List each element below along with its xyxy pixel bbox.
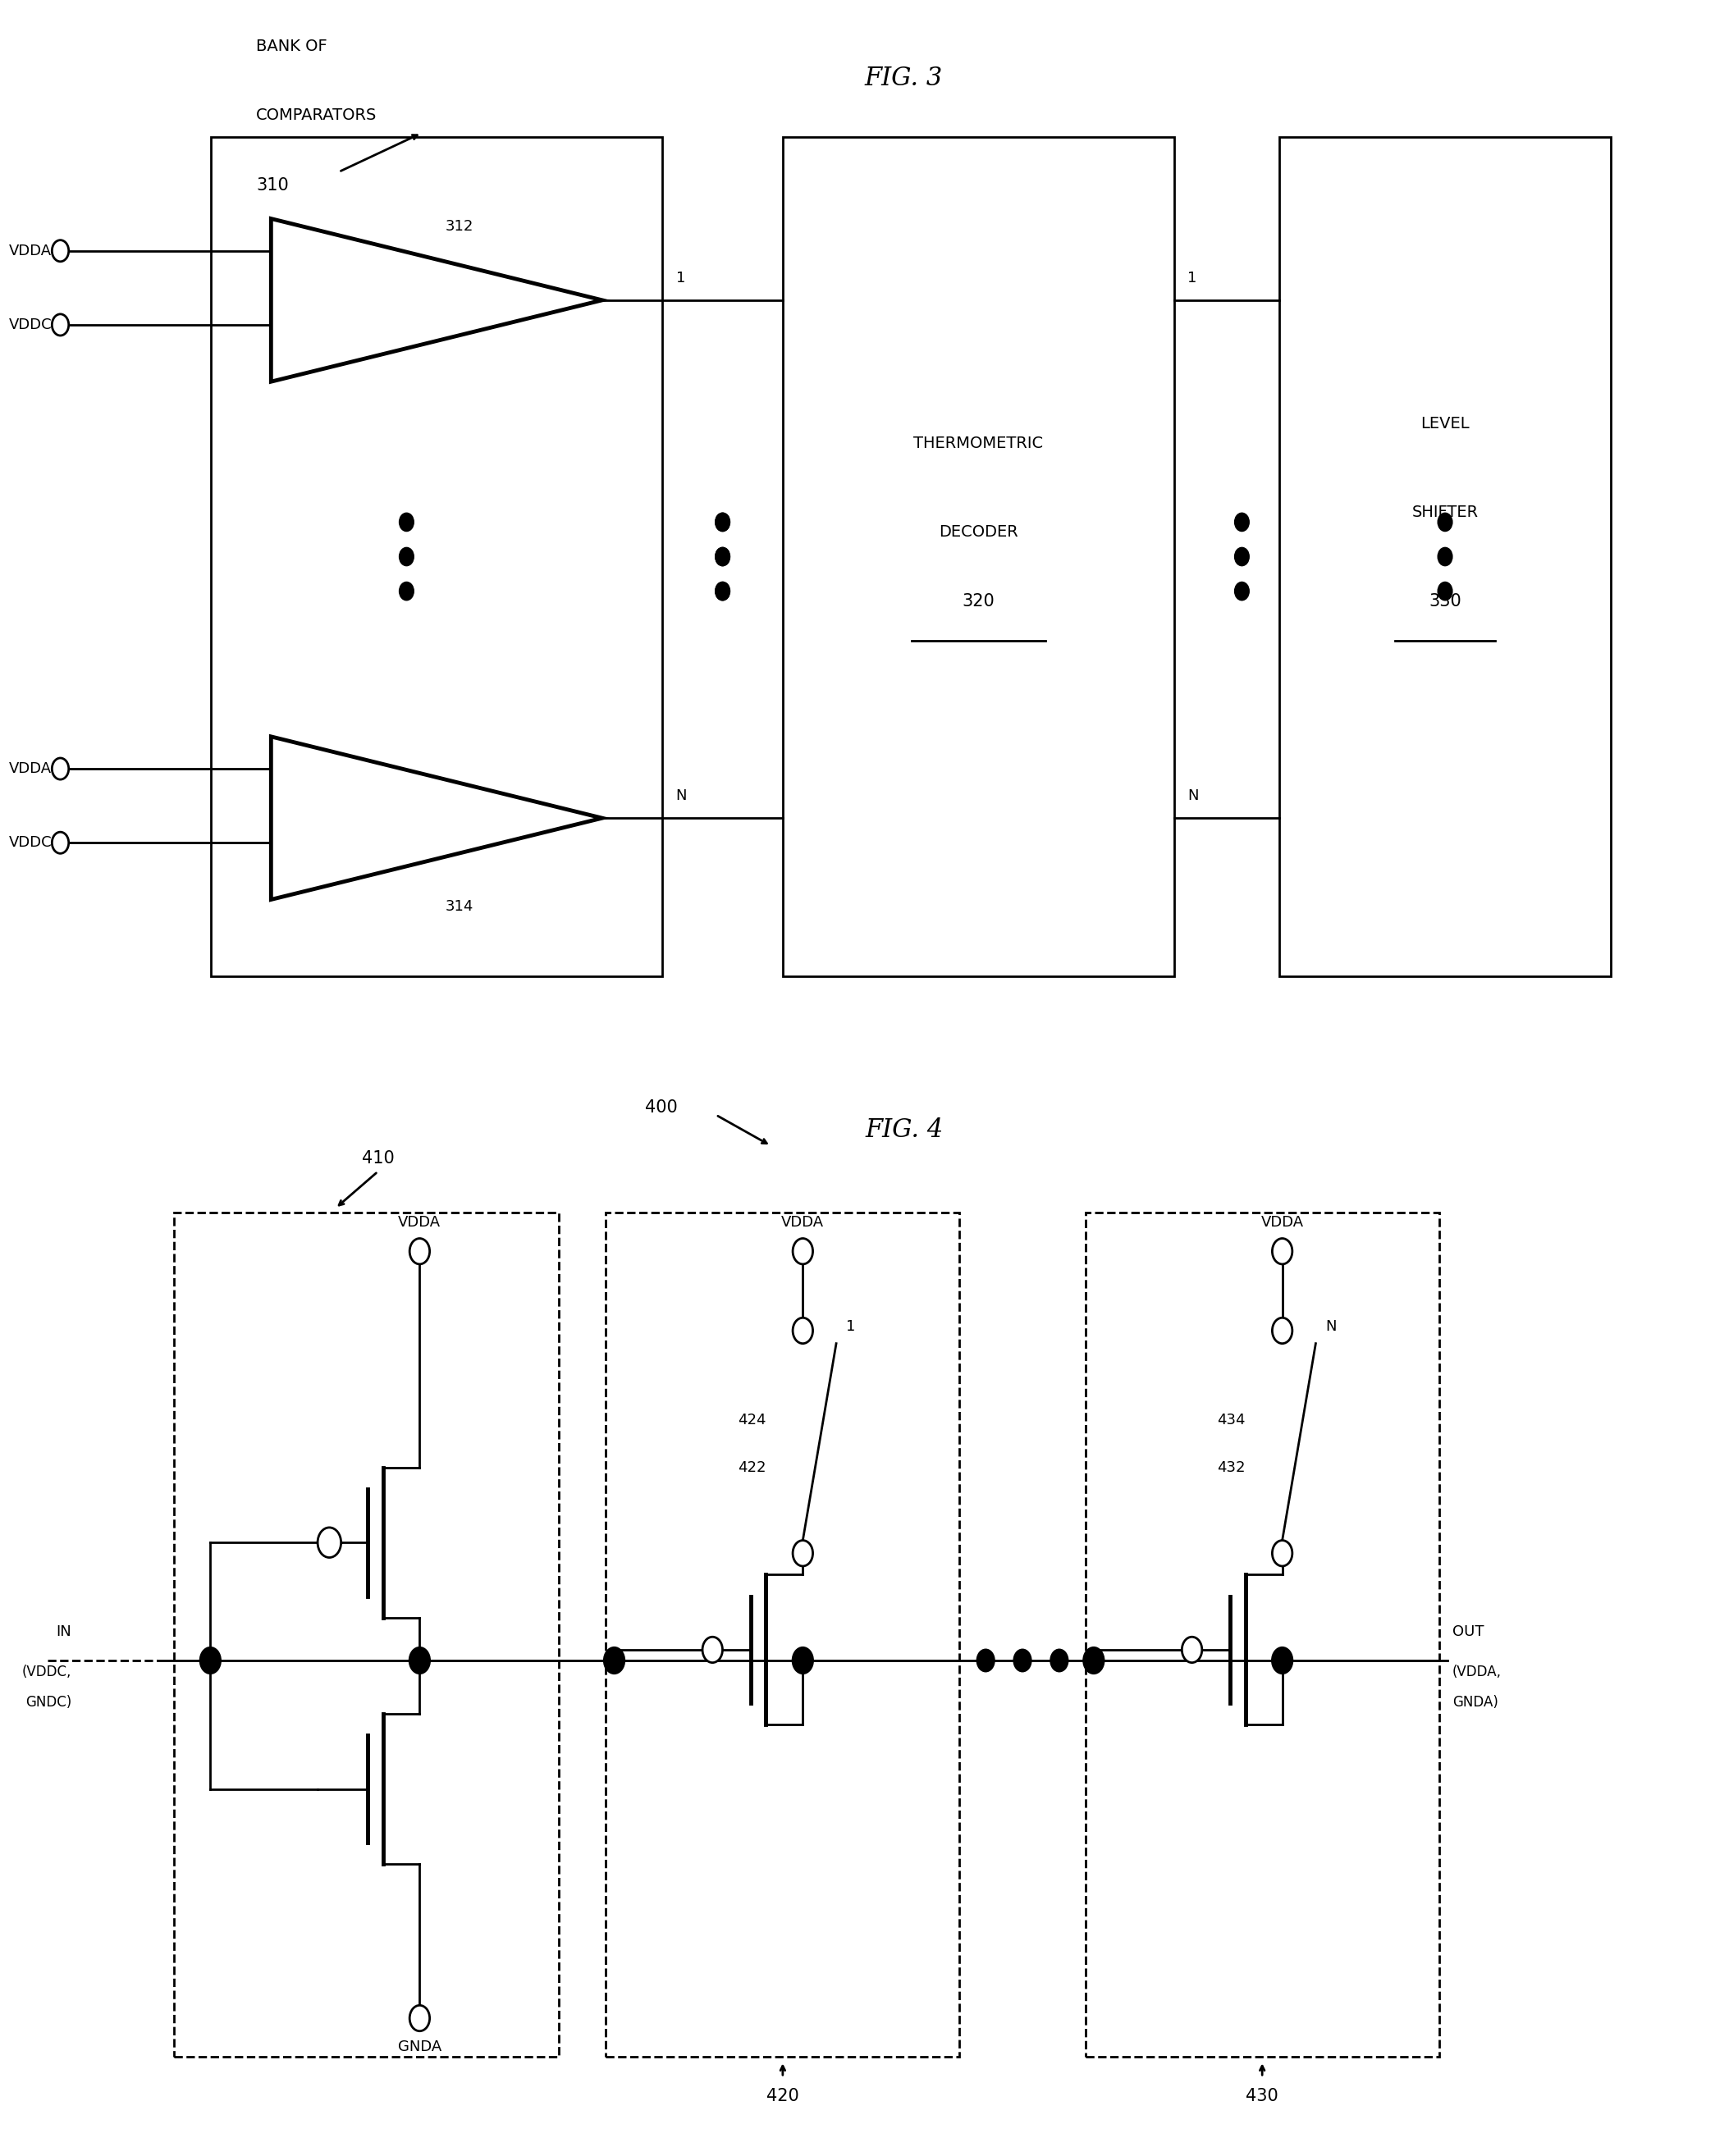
- Circle shape: [792, 1317, 813, 1343]
- Text: IN: IN: [57, 1623, 72, 1639]
- Text: 410: 410: [362, 1149, 394, 1166]
- Text: BANK OF: BANK OF: [256, 39, 328, 54]
- Text: 434: 434: [1218, 1412, 1245, 1427]
- Circle shape: [51, 239, 69, 261]
- Text: VDDC: VDDC: [9, 834, 51, 849]
- Bar: [211, 138, 662, 977]
- Circle shape: [400, 513, 413, 530]
- Text: N: N: [676, 789, 686, 802]
- Text: (VDDC,: (VDDC,: [22, 1664, 72, 1680]
- Circle shape: [715, 513, 729, 530]
- Text: 1: 1: [676, 270, 684, 285]
- Bar: [782, 138, 1175, 977]
- Circle shape: [1014, 1649, 1031, 1671]
- Text: GNDA): GNDA): [1453, 1695, 1499, 1710]
- Text: THERMOMETRIC: THERMOMETRIC: [914, 436, 1043, 451]
- Text: 430: 430: [1245, 2087, 1278, 2104]
- Text: DECODER: DECODER: [938, 524, 1019, 539]
- Text: 420: 420: [767, 2087, 799, 2104]
- Bar: [1279, 138, 1610, 977]
- Text: SHIFTER: SHIFTER: [1411, 505, 1478, 520]
- Text: 312: 312: [446, 218, 473, 233]
- Text: FIG. 4: FIG. 4: [866, 1117, 943, 1143]
- Circle shape: [1439, 548, 1453, 565]
- Circle shape: [1235, 513, 1249, 530]
- Circle shape: [410, 1647, 430, 1673]
- Circle shape: [400, 582, 413, 599]
- Text: 424: 424: [737, 1412, 767, 1427]
- Text: N: N: [1326, 1319, 1336, 1335]
- Circle shape: [410, 2005, 430, 2031]
- Text: OUT: OUT: [1453, 1623, 1483, 1639]
- Text: VDDC: VDDC: [9, 317, 51, 332]
- Circle shape: [51, 832, 69, 854]
- Circle shape: [1051, 1649, 1068, 1671]
- Text: 400: 400: [645, 1100, 677, 1117]
- Text: 310: 310: [256, 177, 288, 194]
- Circle shape: [1235, 548, 1249, 565]
- Circle shape: [604, 1647, 624, 1673]
- Text: 1: 1: [1187, 270, 1197, 285]
- Circle shape: [792, 1539, 813, 1565]
- Text: GNDA: GNDA: [398, 2040, 441, 2055]
- Text: 330: 330: [1429, 593, 1461, 610]
- Circle shape: [792, 1647, 813, 1673]
- Circle shape: [1273, 1238, 1293, 1263]
- Circle shape: [51, 315, 69, 336]
- Bar: [173, 1212, 559, 2057]
- Circle shape: [715, 582, 729, 599]
- Text: VDDA: VDDA: [1261, 1216, 1303, 1229]
- Circle shape: [1235, 582, 1249, 599]
- Circle shape: [715, 548, 729, 565]
- Bar: [605, 1212, 960, 2057]
- Circle shape: [703, 1636, 722, 1662]
- Circle shape: [1273, 1539, 1293, 1565]
- Circle shape: [978, 1649, 995, 1671]
- Circle shape: [317, 1526, 341, 1557]
- Text: FIG. 3: FIG. 3: [864, 65, 942, 91]
- Text: 432: 432: [1218, 1460, 1245, 1475]
- Text: VDDA: VDDA: [9, 761, 51, 776]
- Text: 1: 1: [845, 1319, 856, 1335]
- Text: COMPARATORS: COMPARATORS: [256, 108, 377, 123]
- Text: LEVEL: LEVEL: [1420, 416, 1470, 431]
- Circle shape: [1439, 582, 1453, 599]
- Circle shape: [1273, 1317, 1293, 1343]
- Circle shape: [1182, 1636, 1202, 1662]
- Circle shape: [1273, 1647, 1293, 1673]
- Text: 320: 320: [962, 593, 995, 610]
- Circle shape: [51, 759, 69, 780]
- Circle shape: [1439, 513, 1453, 530]
- Text: VDDA: VDDA: [398, 1216, 441, 1229]
- Circle shape: [410, 1238, 430, 1263]
- Text: (VDDA,: (VDDA,: [1453, 1664, 1502, 1680]
- Bar: [1086, 1212, 1439, 2057]
- Circle shape: [715, 548, 729, 565]
- Circle shape: [1084, 1647, 1104, 1673]
- Text: VDDA: VDDA: [9, 244, 51, 259]
- Text: VDDA: VDDA: [782, 1216, 825, 1229]
- Text: 422: 422: [737, 1460, 767, 1475]
- Text: GNDC): GNDC): [26, 1695, 72, 1710]
- Circle shape: [201, 1647, 221, 1673]
- Text: 314: 314: [446, 899, 473, 914]
- Circle shape: [400, 548, 413, 565]
- Circle shape: [792, 1238, 813, 1263]
- Text: N: N: [1187, 789, 1199, 802]
- Circle shape: [715, 582, 729, 599]
- Circle shape: [715, 513, 729, 530]
